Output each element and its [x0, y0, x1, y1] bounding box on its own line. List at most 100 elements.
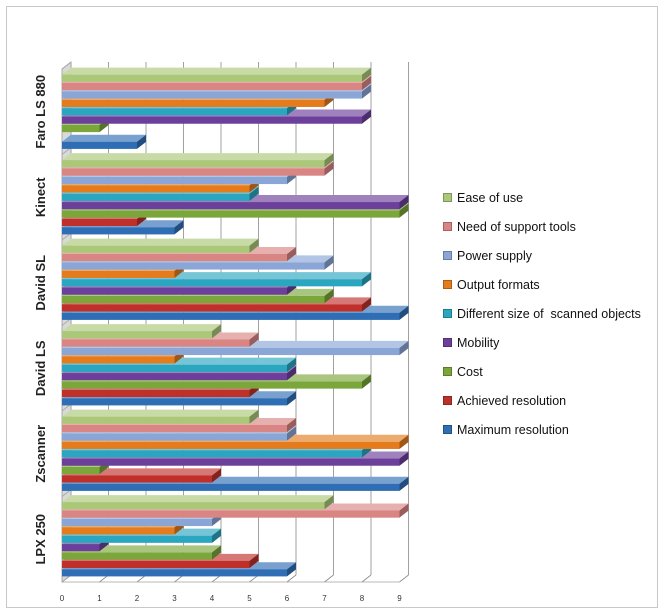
bar-end [249, 238, 259, 253]
bar [62, 569, 287, 577]
legend-swatch [443, 309, 452, 318]
legend-swatch [443, 193, 452, 202]
bar [62, 416, 250, 424]
bar-top [62, 324, 221, 332]
legend-label: Need of support tools [457, 219, 576, 234]
bar-end [362, 374, 371, 389]
bar [62, 160, 325, 168]
bar-end [287, 391, 296, 406]
bar-end [324, 153, 334, 168]
legend-swatch [443, 425, 452, 434]
bar [62, 450, 362, 458]
bar [62, 253, 287, 262]
bar [62, 74, 362, 82]
x-tick-label: 5 [247, 594, 252, 603]
floor-gridline [324, 574, 334, 583]
legend-item: Ease of use [443, 183, 641, 212]
bar-end [212, 545, 221, 560]
bar [62, 193, 250, 201]
bar-end [287, 417, 296, 433]
bar [62, 185, 250, 193]
bar [62, 510, 400, 518]
bar-top [62, 134, 146, 142]
bar-top [62, 238, 259, 246]
bar [62, 433, 287, 441]
bar [62, 356, 175, 364]
bar [62, 458, 400, 466]
bar-end [324, 161, 334, 176]
bar [62, 116, 362, 124]
bar [62, 502, 325, 510]
legend-item: Need of support tools [443, 212, 641, 241]
legend-swatch [443, 396, 452, 405]
bar [62, 364, 287, 372]
bar [62, 227, 175, 235]
x-tick-label: 7 [322, 594, 327, 603]
bar [62, 475, 212, 483]
bar-chart: LPX 250 Zscanner David LS David SL Kinect Far… [33, 61, 409, 603]
bar [62, 527, 175, 535]
bar [62, 441, 400, 449]
bar-top [62, 153, 334, 161]
legend-swatch [443, 251, 452, 260]
x-tick-label: 3 [172, 594, 177, 603]
bar-end [399, 451, 409, 466]
bar [62, 544, 100, 552]
floor-gridline [361, 574, 372, 583]
bar-end [287, 426, 296, 441]
legend-label: Output formats [457, 277, 540, 292]
legend-label: Achieved resolution [457, 393, 567, 408]
bar-end [287, 357, 296, 372]
bar-end [249, 553, 259, 569]
bar-top [62, 495, 334, 503]
bar-end [287, 562, 296, 577]
bar [62, 552, 212, 560]
bar [62, 270, 175, 278]
bar-end [324, 255, 334, 270]
bar-end [399, 195, 409, 210]
category-label: LPX 250 [33, 514, 48, 565]
bar [62, 262, 325, 270]
category-label: David SL [33, 255, 48, 311]
bar-end [399, 434, 409, 449]
legend-item: Power supply [443, 241, 641, 270]
bar-end [362, 67, 371, 82]
legend-item: Mobility [443, 328, 641, 357]
legend-label: Different size of scanned objects [457, 306, 641, 321]
x-tick-label: 1 [97, 594, 102, 603]
bar-end [399, 476, 409, 491]
bar [62, 424, 287, 433]
bar [62, 389, 250, 398]
bar [62, 82, 362, 91]
legend-swatch [443, 338, 452, 347]
bar-end [287, 366, 296, 381]
bar [62, 279, 362, 287]
bar [62, 202, 400, 210]
x-tick-label: 6 [285, 594, 290, 603]
legend: Ease of use Need of support tools Power su… [443, 183, 641, 444]
bar [62, 108, 287, 116]
bar [62, 347, 400, 356]
bar-end [249, 332, 259, 347]
x-tick-label: 2 [135, 594, 140, 603]
bar-end [324, 495, 334, 510]
bar-top [62, 67, 371, 75]
bar [62, 381, 362, 389]
bar-end [287, 246, 296, 262]
bar-end [137, 134, 146, 149]
bar-end [399, 203, 409, 218]
x-tick-label: 4 [210, 594, 215, 603]
bar [62, 560, 250, 569]
bar [62, 312, 400, 320]
bar-end [362, 109, 371, 124]
bar [62, 339, 250, 347]
category-label: Zscanner [33, 425, 48, 483]
bar-end [324, 288, 334, 304]
legend-item: Output formats [443, 270, 641, 299]
bar-end [212, 324, 221, 339]
bar-end [249, 186, 259, 201]
legend-item: Different size of scanned objects [443, 299, 641, 328]
bar-end [399, 305, 409, 320]
bar-end [249, 409, 259, 424]
legend-label: Mobility [457, 335, 500, 350]
